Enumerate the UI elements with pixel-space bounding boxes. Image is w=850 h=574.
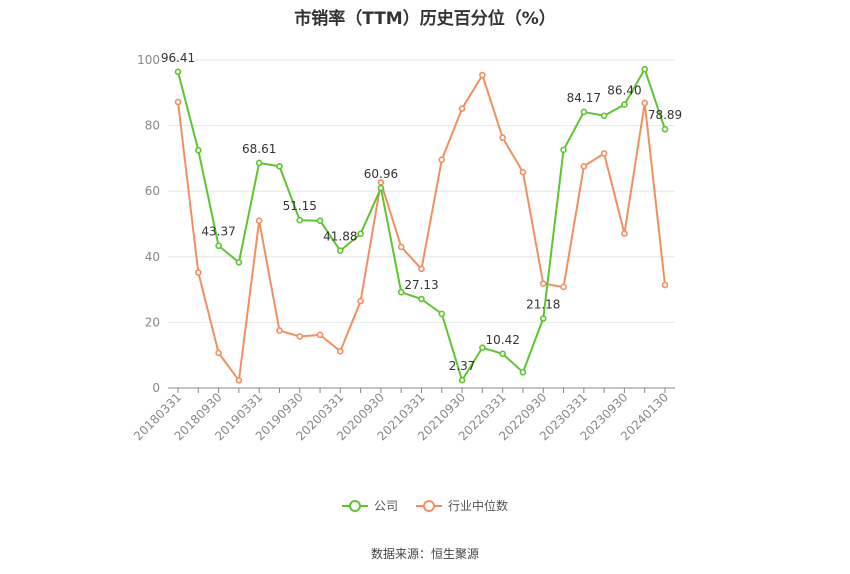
- data-label: 51.15: [283, 199, 317, 213]
- data-label: 27.13: [404, 278, 438, 292]
- data-point-company: [377, 184, 385, 192]
- data-point-company: [519, 368, 527, 376]
- series-line-industry: [177, 74, 666, 382]
- data-point-industry: [600, 150, 608, 157]
- data-point-industry: [539, 280, 547, 287]
- data-point-industry: [337, 347, 344, 355]
- chart-title: 市销率（TTM）历史百分位（%）: [294, 9, 556, 29]
- data-point-industry: [276, 327, 283, 334]
- data-label: 84.17: [567, 91, 601, 105]
- data-point-company: [580, 108, 588, 116]
- data-point-industry: [418, 265, 425, 273]
- data-label: 43.37: [201, 225, 235, 239]
- data-point-company: [499, 350, 506, 358]
- data-point-industry: [661, 281, 669, 289]
- data-point-industry: [194, 269, 202, 276]
- data-point-company: [316, 217, 324, 225]
- data-point-industry: [296, 333, 304, 340]
- y-tick-label: 0: [152, 381, 160, 395]
- data-point-industry: [499, 134, 506, 142]
- legend-label-industry: 行业中位数: [448, 499, 509, 513]
- data-point-company: [357, 230, 364, 238]
- data-point-industry: [458, 105, 466, 112]
- data-point-company: [235, 259, 243, 266]
- data-point-company: [641, 65, 649, 73]
- data-point-company: [276, 162, 283, 170]
- data-point-company: [438, 310, 446, 318]
- y-tick-label: 60: [145, 184, 160, 198]
- data-label: 68.61: [242, 142, 276, 156]
- data-point-company: [600, 112, 608, 120]
- data-point-company: [255, 159, 263, 167]
- data-label: 2.37: [449, 359, 476, 373]
- data-label: 78.89: [648, 108, 682, 122]
- data-label: 86.40: [607, 84, 641, 98]
- data-point-industry: [621, 230, 628, 237]
- data-point-industry: [235, 377, 243, 384]
- data-point-industry: [397, 243, 405, 251]
- y-tick-label: 40: [145, 250, 160, 264]
- legend-marker-industry: [416, 499, 442, 512]
- legend-marker-company: [341, 499, 368, 512]
- legend-item-company[interactable]: 公司: [341, 497, 398, 514]
- data-point-company: [418, 295, 425, 303]
- data-point-company: [194, 146, 202, 154]
- data-point-industry: [174, 98, 182, 106]
- data-point-company: [661, 125, 669, 133]
- series-line-company: [177, 68, 666, 382]
- legend-item-industry[interactable]: 行业中位数: [416, 497, 508, 514]
- data-point-industry: [215, 349, 222, 357]
- data-point-industry: [641, 99, 649, 107]
- data-point-company: [337, 247, 344, 254]
- data-point-industry: [479, 71, 486, 79]
- data-point-industry: [438, 156, 446, 164]
- data-point-company: [479, 344, 486, 351]
- y-tick-label: 20: [145, 315, 160, 329]
- chart-legend: 公司 行业中位数: [0, 497, 850, 514]
- y-tick-label: 80: [145, 119, 160, 133]
- data-point-company: [621, 101, 628, 108]
- data-label: 10.42: [485, 333, 519, 347]
- data-point-company: [397, 288, 405, 296]
- data-point-industry: [357, 297, 364, 305]
- legend-label-company: 公司: [373, 499, 398, 513]
- data-point-company: [215, 242, 222, 250]
- data-point-company: [539, 315, 547, 322]
- data-point-industry: [560, 283, 567, 291]
- data-label: 41.88: [323, 230, 357, 244]
- data-source: 数据来源：恒生聚源: [370, 547, 479, 561]
- data-point-company: [458, 376, 466, 384]
- data-point-industry: [255, 217, 263, 225]
- data-point-industry: [316, 331, 324, 339]
- y-tick-label: 100: [137, 53, 160, 67]
- data-point-industry: [580, 162, 588, 170]
- data-point-company: [296, 216, 304, 224]
- data-label: 60.96: [364, 167, 398, 181]
- data-label: 21.18: [526, 298, 560, 312]
- data-point-company: [174, 68, 182, 76]
- data-point-company: [560, 146, 567, 154]
- data-label: 96.41: [161, 51, 195, 65]
- data-point-industry: [519, 168, 527, 176]
